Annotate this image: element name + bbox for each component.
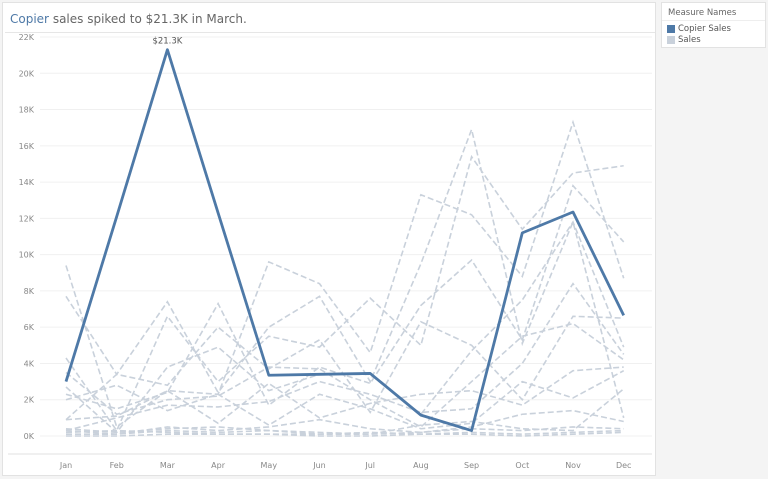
copier-sales-line: [64, 48, 625, 432]
x-tick-label: Mar: [160, 461, 176, 470]
sales-line: [65, 370, 625, 430]
sales-line: [65, 154, 624, 433]
title-rest: sales spiked to $21.3K in March.: [49, 12, 247, 26]
x-tick-label: Sep: [464, 461, 479, 470]
x-tick-label: Aug: [413, 461, 429, 470]
legend-divider: [662, 20, 765, 21]
legend-item-sales[interactable]: Sales: [667, 35, 701, 45]
y-tick-label: 18K: [19, 106, 35, 115]
y-tick-label: 16K: [19, 142, 35, 151]
y-tick-label: 22K: [19, 33, 35, 42]
y-tick-label: 6K: [24, 323, 35, 332]
sales-line: [66, 431, 624, 437]
y-tick-label: 4K: [24, 359, 35, 368]
y-tick-label: 14K: [19, 178, 35, 187]
sales-line: [65, 184, 625, 410]
y-tick-label: 12K: [19, 214, 35, 223]
y-tick-label: 2K: [24, 396, 35, 405]
sales-line: [66, 426, 624, 435]
sales-line: [65, 220, 625, 434]
y-tick-label: 20K: [19, 69, 35, 78]
title-divider: [5, 32, 655, 33]
x-tick-label: Jun: [312, 461, 326, 470]
chart-title: Copier sales spiked to $21.3K in March.: [10, 12, 247, 26]
sales-line: [65, 322, 625, 428]
sales-line: [65, 409, 624, 435]
y-tick-label: 0K: [24, 432, 35, 441]
x-tick-label: Apr: [211, 461, 226, 470]
sales-line: [65, 282, 625, 432]
legend-item-copier-sales[interactable]: Copier Sales: [667, 24, 731, 34]
x-tick-label: Dec: [616, 461, 631, 470]
legend-swatch: [667, 36, 675, 44]
sales-line: [65, 126, 625, 419]
sales-line: [65, 429, 624, 435]
legend-title: Measure Names: [668, 8, 737, 18]
sales-line: [65, 366, 624, 425]
legend-label: Copier Sales: [678, 24, 731, 34]
legend-label: Sales: [678, 35, 701, 45]
sales-line: [65, 119, 625, 429]
title-highlight: Copier: [10, 12, 49, 26]
x-tick-label: May: [261, 461, 278, 470]
x-tick-label: Nov: [565, 461, 581, 470]
sales-line: [65, 315, 624, 421]
y-tick-label: 10K: [19, 251, 35, 260]
peak-data-label: $21.3K: [152, 37, 182, 47]
sales-line: [65, 388, 625, 435]
x-tick-label: Oct: [515, 461, 529, 470]
x-tick-label: Jan: [59, 461, 72, 470]
x-tick-label: Jul: [364, 461, 375, 470]
legend: Measure Names Copier Sales Sales: [661, 2, 766, 48]
legend-swatch: [667, 25, 675, 33]
x-tick-label: Feb: [110, 461, 124, 470]
y-tick-label: 8K: [24, 287, 35, 296]
